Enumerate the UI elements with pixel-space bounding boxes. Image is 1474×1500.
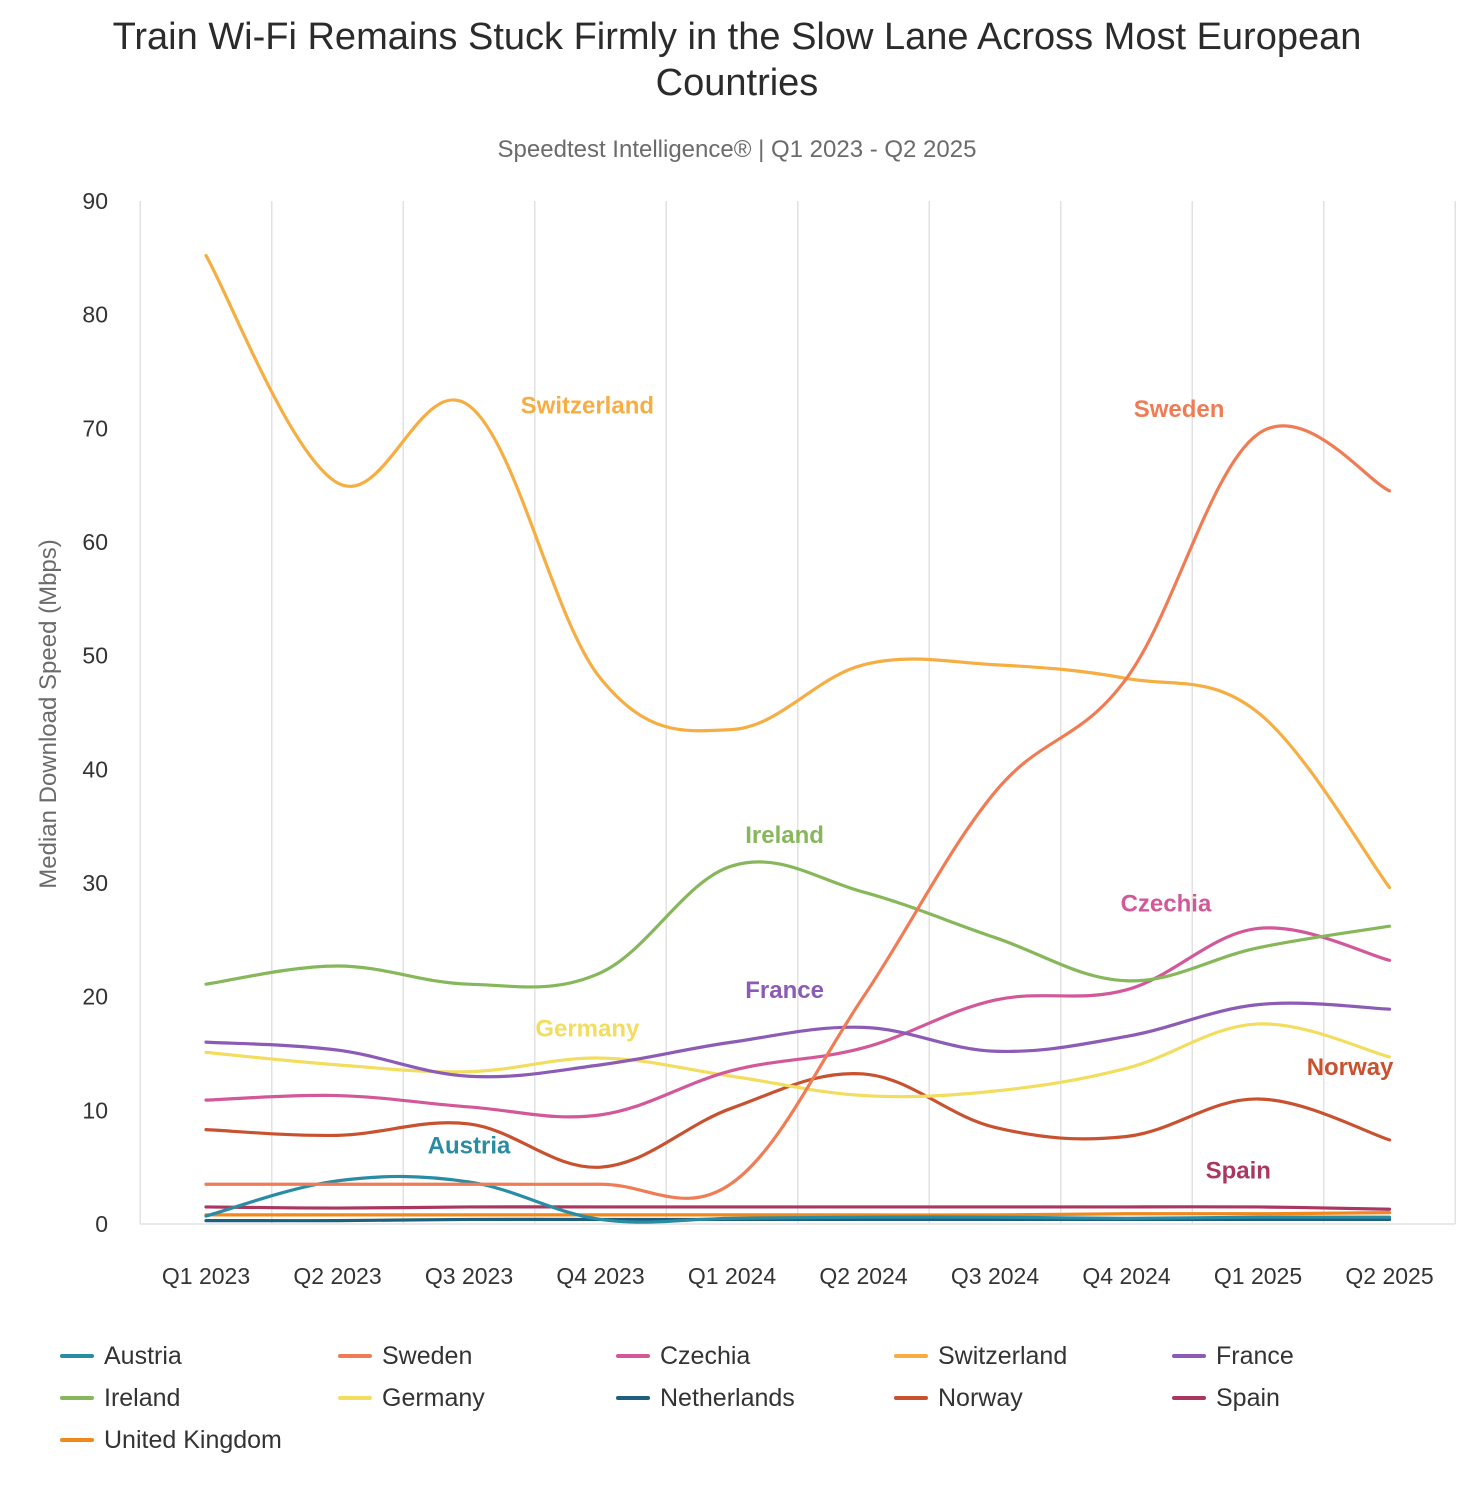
series-line-norway [204, 1071, 1392, 1169]
x-tick-label: Q2 2024 [819, 1263, 907, 1289]
y-tick-label: 60 [82, 529, 108, 555]
legend-swatch [1172, 1396, 1206, 1400]
legend-item-norway: Norway [894, 1378, 1023, 1418]
series-lines [204, 253, 1392, 1224]
legend-label: Czechia [660, 1341, 751, 1370]
series-line-united-kingdom [204, 1211, 1392, 1217]
legend-label: Netherlands [660, 1383, 795, 1412]
y-tick-label: 10 [82, 1097, 108, 1123]
x-tick-label: Q3 2024 [951, 1263, 1039, 1289]
legend-swatch [338, 1354, 372, 1358]
legend-item-sweden: Sweden [338, 1336, 472, 1376]
y-tick-label: 40 [82, 756, 108, 782]
series-line-switzerland [204, 253, 1392, 890]
x-tick-label: Q3 2023 [425, 1263, 513, 1289]
x-tick-label: Q4 2023 [556, 1263, 644, 1289]
legend-label: Norway [938, 1383, 1023, 1412]
x-tick-label: Q1 2023 [162, 1263, 250, 1289]
series-label-switzerland: Switzerland [521, 393, 654, 420]
legend-swatch [616, 1396, 650, 1400]
legend-label: Ireland [104, 1383, 181, 1412]
legend-label: Germany [382, 1383, 485, 1412]
legend-item-france: France [1172, 1336, 1294, 1376]
series-labels: Austria Sweden Czechia Switzerland France Ire… [428, 393, 1394, 1185]
legend-swatch [1172, 1354, 1206, 1358]
legend-item-switzerland: Switzerland [894, 1336, 1067, 1376]
legend-label: United Kingdom [104, 1425, 282, 1454]
series-label-austria: Austria [428, 1133, 511, 1160]
legend-swatch [894, 1354, 928, 1358]
series-label-norway: Norway [1307, 1054, 1394, 1081]
series-line-czechia [204, 926, 1392, 1119]
series-label-czechia: Czechia [1121, 890, 1212, 917]
y-axis-label: Median Download Speed (Mbps) [35, 539, 62, 889]
legend-swatch [60, 1354, 94, 1358]
chart-legend: Austria Sweden Czechia Switzerland France Ire… [60, 1336, 1450, 1466]
series-label-spain: Spain [1206, 1158, 1271, 1185]
legend-label: Switzerland [938, 1341, 1068, 1370]
x-tick-label: Q2 2025 [1345, 1263, 1433, 1289]
series-line-germany [204, 1022, 1392, 1099]
y-tick-label: 50 [82, 643, 108, 669]
legend-item-spain: Spain [1172, 1378, 1280, 1418]
legend-swatch [616, 1354, 650, 1358]
series-line-spain [204, 1205, 1392, 1211]
legend-item-germany: Germany [338, 1378, 485, 1418]
legend-item-czechia: Czechia [616, 1336, 750, 1376]
series-line-austria [204, 1174, 1392, 1224]
legend-item-netherlands: Netherlands [616, 1378, 795, 1418]
y-tick-label: 30 [82, 870, 108, 896]
legend-item-united-kingdom: United Kingdom [60, 1420, 282, 1460]
x-tick-label: Q1 2025 [1214, 1263, 1302, 1289]
legend-swatch [338, 1396, 372, 1400]
series-label-sweden: Sweden [1134, 396, 1225, 423]
line-chart: 0 10 20 30 40 50 60 70 80 90 Q1 2023 Q2 2023 Q3 202… [35, 188, 1456, 1289]
legend-item-ireland: Ireland [60, 1378, 180, 1418]
series-line-netherlands [204, 1217, 1392, 1223]
x-tick-label: Q1 2024 [688, 1263, 776, 1289]
y-tick-label: 90 [82, 188, 108, 214]
y-tick-label: 20 [82, 984, 108, 1010]
y-axis: 0 10 20 30 40 50 60 70 80 90 [82, 188, 108, 1237]
legend-label: France [1216, 1341, 1294, 1370]
x-axis: Q1 2023 Q2 2023 Q3 2023 Q4 2023 Q1 2024 Q2 20… [162, 1263, 1434, 1289]
legend-label: Sweden [382, 1341, 473, 1370]
series-line-ireland [204, 860, 1392, 989]
legend-label: Austria [104, 1341, 182, 1370]
series-label-france: France [745, 977, 824, 1004]
series-line-france [204, 1001, 1392, 1079]
x-tick-label: Q2 2023 [293, 1263, 381, 1289]
legend-item-austria: Austria [60, 1336, 182, 1376]
chart-title: Train Wi-Fi Remains Stuck Firmly in the … [112, 16, 1362, 104]
series-label-ireland: Ireland [745, 822, 824, 849]
series-line-sweden [204, 424, 1392, 1200]
legend-swatch [60, 1438, 94, 1442]
series-label-germany: Germany [535, 1015, 640, 1042]
legend-label: Spain [1216, 1383, 1280, 1412]
chart-subtitle: Speedtest Intelligence® | Q1 2023 - Q2 2… [497, 136, 977, 163]
legend-swatch [60, 1396, 94, 1400]
y-tick-label: 0 [95, 1211, 108, 1237]
x-tick-label: Q4 2024 [1082, 1263, 1170, 1289]
y-tick-label: 70 [82, 415, 108, 441]
y-tick-label: 80 [82, 302, 108, 328]
legend-swatch [894, 1396, 928, 1400]
